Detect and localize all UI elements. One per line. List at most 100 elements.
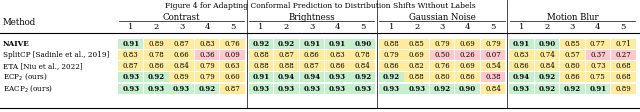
Text: 0.74: 0.74 <box>539 51 555 59</box>
Text: 0.93: 0.93 <box>148 85 164 93</box>
Text: Brightness: Brightness <box>289 13 335 22</box>
Text: 0.93: 0.93 <box>408 85 425 93</box>
Bar <box>220 84 245 94</box>
Text: EACP$_2$ (ours): EACP$_2$ (ours) <box>3 84 53 94</box>
Bar <box>144 61 168 71</box>
Text: 0.80: 0.80 <box>564 62 580 70</box>
Text: Gaussian Noise: Gaussian Noise <box>409 13 476 22</box>
Bar <box>379 61 404 71</box>
Bar <box>611 50 636 60</box>
Text: 0.91: 0.91 <box>303 40 321 48</box>
Bar <box>586 72 610 82</box>
Bar <box>118 72 143 82</box>
Text: 0.87: 0.87 <box>173 40 189 48</box>
Text: 0.84: 0.84 <box>539 62 555 70</box>
Text: 0.92: 0.92 <box>252 40 269 48</box>
Bar <box>560 61 585 71</box>
Text: 0.86: 0.86 <box>304 51 320 59</box>
Bar <box>404 39 429 49</box>
Bar <box>611 61 636 71</box>
Bar <box>118 39 143 49</box>
Bar <box>300 61 324 71</box>
Bar <box>430 50 454 60</box>
Bar <box>586 50 610 60</box>
Text: 0.93: 0.93 <box>383 85 400 93</box>
Text: 0.83: 0.83 <box>199 40 215 48</box>
Text: NAIVE: NAIVE <box>3 40 29 48</box>
Text: 0.92: 0.92 <box>354 73 371 81</box>
Text: 0.83: 0.83 <box>123 51 138 59</box>
Text: 0.09: 0.09 <box>225 51 241 59</box>
Bar <box>455 50 480 60</box>
Bar <box>481 61 506 71</box>
Bar <box>249 61 273 71</box>
Text: 4: 4 <box>335 23 340 31</box>
Text: 0.92: 0.92 <box>148 73 164 81</box>
Text: 0.85: 0.85 <box>409 40 424 48</box>
Bar <box>455 61 480 71</box>
Text: 0.84: 0.84 <box>355 62 371 70</box>
Text: 0.26: 0.26 <box>460 51 476 59</box>
Bar <box>509 39 534 49</box>
Bar <box>220 72 245 82</box>
Text: 3: 3 <box>309 23 315 31</box>
Text: 0.36: 0.36 <box>199 51 215 59</box>
Text: 0.66: 0.66 <box>173 51 189 59</box>
Text: 0.76: 0.76 <box>435 62 450 70</box>
Text: 0.84: 0.84 <box>485 85 501 93</box>
Bar <box>195 39 220 49</box>
Bar <box>430 39 454 49</box>
Text: 0.93: 0.93 <box>173 85 190 93</box>
Bar <box>534 72 559 82</box>
Text: 0.84: 0.84 <box>173 62 189 70</box>
Text: 0.87: 0.87 <box>123 62 139 70</box>
Text: 0.86: 0.86 <box>513 62 529 70</box>
Bar <box>586 61 610 71</box>
Text: 0.93: 0.93 <box>355 85 371 93</box>
Bar <box>144 72 168 82</box>
Text: 0.79: 0.79 <box>435 40 450 48</box>
Text: 0.92: 0.92 <box>278 40 295 48</box>
Bar <box>586 84 610 94</box>
Bar <box>509 50 534 60</box>
Text: 0.94: 0.94 <box>513 73 530 81</box>
Bar <box>170 72 194 82</box>
Bar <box>325 39 349 49</box>
Bar <box>481 84 506 94</box>
Bar <box>404 84 429 94</box>
Bar <box>404 72 429 82</box>
Text: 0.57: 0.57 <box>564 51 580 59</box>
Text: 5: 5 <box>490 23 496 31</box>
Bar <box>144 50 168 60</box>
Text: 0.93: 0.93 <box>122 85 140 93</box>
Text: 4: 4 <box>204 23 210 31</box>
Bar <box>118 50 143 60</box>
Text: Method: Method <box>3 17 36 27</box>
Text: 0.79: 0.79 <box>485 40 501 48</box>
Text: 3: 3 <box>179 23 184 31</box>
Text: 0.92: 0.92 <box>383 73 400 81</box>
Text: 0.80: 0.80 <box>435 73 450 81</box>
Text: 0.85: 0.85 <box>564 40 580 48</box>
Text: 3: 3 <box>570 23 575 31</box>
Text: 0.88: 0.88 <box>383 40 399 48</box>
Text: 1: 1 <box>259 23 264 31</box>
Bar <box>534 84 559 94</box>
Bar <box>118 61 143 71</box>
Bar <box>534 39 559 49</box>
Bar <box>379 84 404 94</box>
Bar <box>170 50 194 60</box>
Bar <box>170 39 194 49</box>
Bar <box>560 39 585 49</box>
Text: 0.50: 0.50 <box>435 51 450 59</box>
Text: 5: 5 <box>621 23 626 31</box>
Text: 0.93: 0.93 <box>252 85 269 93</box>
Text: 0.87: 0.87 <box>304 62 320 70</box>
Bar <box>325 61 349 71</box>
Text: 0.87: 0.87 <box>225 85 241 93</box>
Text: 0.92: 0.92 <box>198 85 216 93</box>
Text: 0.90: 0.90 <box>459 85 476 93</box>
Text: 0.91: 0.91 <box>252 73 269 81</box>
Bar <box>144 84 168 94</box>
Text: 5: 5 <box>360 23 365 31</box>
